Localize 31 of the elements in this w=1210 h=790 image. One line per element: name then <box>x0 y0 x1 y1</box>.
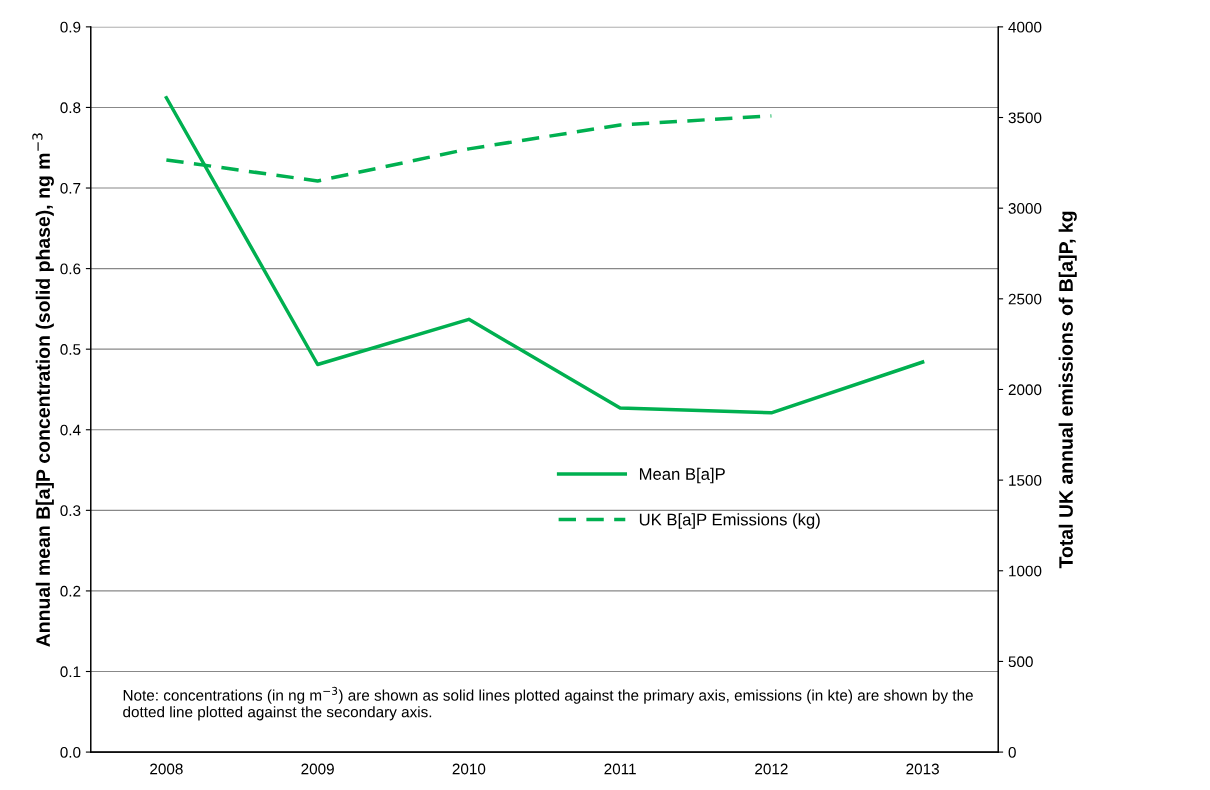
y2-axis-title: Total UK annual emissions of B[a]P, kg <box>1058 211 1077 569</box>
y-tick-label: 0.3 <box>60 505 81 517</box>
y-tick-label: 0.1 <box>60 666 81 678</box>
y2-tick-label: 1500 <box>1009 474 1042 486</box>
y-tick-label: 0.6 <box>60 263 81 275</box>
x-tick-label: 2012 <box>755 763 788 775</box>
legend-label: Mean B[a]P <box>639 467 725 484</box>
y2-tick-label: 1000 <box>1009 565 1042 577</box>
y2-tick-label: 2500 <box>1008 293 1042 305</box>
x-tick-label: 2011 <box>604 763 636 775</box>
x-tick-label: 2010 <box>452 763 486 775</box>
line-series <box>164 96 925 415</box>
y2-tick-label: 4000 <box>1008 21 1042 33</box>
y2-tick-label: 3000 <box>1008 203 1042 214</box>
y-tick-label: 0.4 <box>60 424 81 436</box>
y2-tick-label: 0 <box>1008 746 1016 758</box>
y2-tick-label: 500 <box>1008 656 1033 668</box>
y-tick-label: 0.5 <box>60 344 81 355</box>
y2-tick-label: 2000 <box>1008 384 1042 396</box>
y-tick-label: 0.9 <box>60 21 81 33</box>
legend-label: UK B[a]P Emissions (kg) <box>639 513 820 529</box>
x-tick-label: 2009 <box>301 763 334 775</box>
x-tick-label: 2013 <box>906 763 939 775</box>
annotation: Note: concentrations (in ng m$^{−3}$) are shown as solid lines plotted against the primary axis, emissions (in kte) are shown by the dotted line plotted against the secondary axis. <box>123 686 973 721</box>
y-tick-label: 0.7 <box>60 182 81 194</box>
y-tick-label: 0.8 <box>60 102 81 114</box>
y-tick-label: 0.0 <box>60 746 81 758</box>
x-tick-label: 2008 <box>150 763 183 775</box>
y-tick-label: 0.2 <box>60 585 81 597</box>
y2-tick-label: 3500 <box>1008 112 1042 124</box>
y-axis-title: Annual mean B[a]P concentration (solid phase), ng m$^{−3}$ <box>32 133 54 647</box>
